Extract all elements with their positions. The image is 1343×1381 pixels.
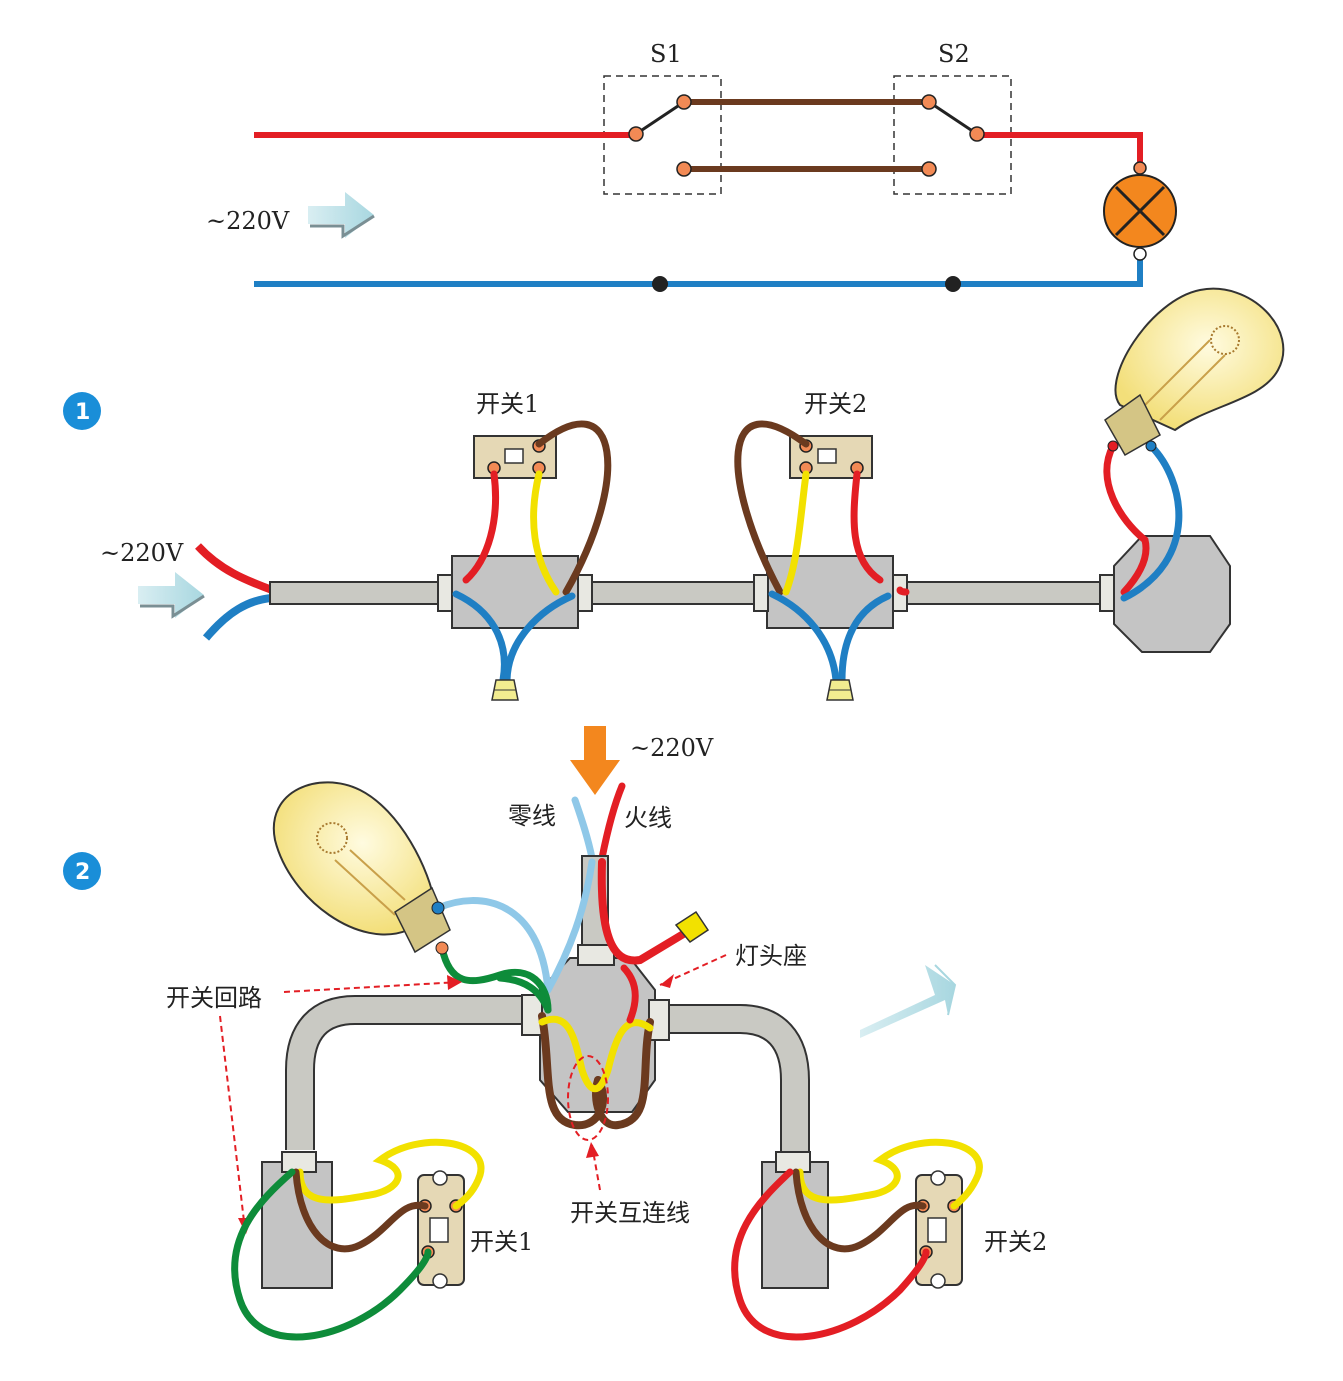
diagram2-switch2 — [915, 1170, 963, 1289]
lamp-symbol — [1103, 161, 1177, 261]
interconnect-ellipse — [567, 1055, 609, 1141]
switch-loop-label: 开关回路 — [166, 984, 262, 1012]
svg-text:1: 1 — [75, 400, 90, 425]
interconnect-arrow — [591, 1144, 601, 1191]
conduit-clamps — [437, 574, 1115, 612]
s2-label: S2 — [938, 40, 970, 68]
diagram2-switch2-label: 开关2 — [984, 1228, 1047, 1256]
diagram2-badge: 2 — [63, 852, 101, 890]
diagram1-wires-lamp — [1103, 442, 1183, 602]
diagram2-switch1-label: 开关1 — [470, 1228, 533, 1256]
s2-box — [893, 75, 1012, 195]
diagram1-switch1-label: 开关1 — [476, 390, 539, 418]
diagram2-down-arrow — [570, 726, 620, 795]
lamp-neutral-wire — [434, 897, 552, 994]
incoming-neutral-wire — [202, 594, 273, 641]
central-box-wires — [538, 858, 694, 1130]
schematic-flow-arrow — [308, 192, 375, 239]
right-box-clamp — [775, 1151, 811, 1173]
s2-lever — [928, 100, 978, 136]
diagram2-bulb — [272, 781, 451, 955]
diagram2-wire-nut — [674, 910, 710, 944]
schematic-live-wire-right — [978, 132, 1143, 168]
diagram2-switch1 — [417, 1170, 465, 1289]
left-switch-wires — [231, 1138, 485, 1341]
incoming-neutral-light — [571, 796, 596, 862]
diagram2-voltage-label: ~220V — [630, 734, 714, 762]
junction-dot-1 — [652, 276, 668, 292]
interconnect-label: 开关互连线 — [570, 1199, 690, 1227]
diagram1-wires-box1 — [452, 420, 612, 684]
diagram1-switch2-label: 开关2 — [804, 390, 867, 418]
diagram1-wire-nut-2 — [826, 679, 854, 701]
live-label: 火线 — [624, 804, 672, 832]
junction-dot-2 — [945, 276, 961, 292]
diagram1-wires-box2 — [734, 420, 910, 684]
switch-loop-arrow-down — [219, 1015, 246, 1231]
central-box-clamps — [521, 944, 670, 1041]
switch-contacts — [628, 94, 985, 177]
neutral-label: 零线 — [508, 802, 556, 830]
lamp-holder-label: 灯头座 — [735, 942, 807, 970]
diagram1-section: 1 ~220V — [63, 287, 1285, 701]
diagram1-badge: 1 — [63, 392, 101, 430]
s1-lever — [635, 100, 685, 136]
schematic-voltage-label: ~220V — [206, 207, 290, 235]
incoming-live-wire — [195, 543, 274, 594]
schematic-neutral-wire — [254, 252, 1143, 287]
diagram1-bulb — [1104, 287, 1285, 457]
right-switch-wires — [731, 1138, 983, 1341]
diagram1-voltage-label: ~220V — [100, 539, 184, 567]
switch-loop-arrow — [283, 981, 461, 993]
left-conduit-green — [496, 974, 552, 1014]
incoming-live-d2 — [598, 782, 626, 862]
diagram1-flow-arrow — [138, 572, 205, 619]
diagram2-flow-arrow — [860, 964, 957, 1038]
s1-label: S1 — [650, 40, 682, 68]
svg-text:2: 2 — [75, 860, 90, 885]
schematic-section: S1 S2 ~2 — [206, 40, 1177, 292]
diagram1-conduits — [269, 581, 1103, 605]
diagram1-wire-nut-1 — [491, 679, 519, 701]
left-conduit — [285, 995, 525, 1150]
diagram2-section: 2 ~220V 零线 火线 — [63, 726, 1047, 1341]
